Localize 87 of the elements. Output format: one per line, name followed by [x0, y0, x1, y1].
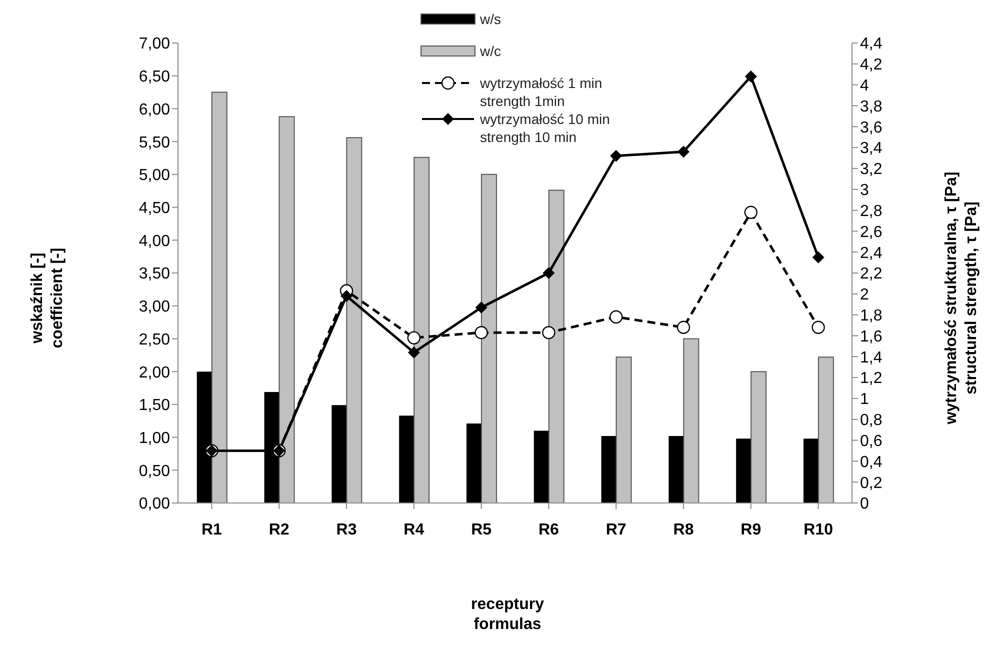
y-tick-label: 3,50	[138, 266, 170, 283]
point	[812, 251, 824, 264]
x-tick-label: R8	[673, 521, 694, 538]
y-tick-label: 1,00	[138, 430, 170, 447]
y2-tick-label: 3	[860, 182, 869, 200]
y2-tick-label: 0	[860, 496, 869, 513]
point	[676, 320, 690, 334]
y-tick-label: 2,00	[138, 364, 170, 382]
y-tick-label: 5,00	[138, 167, 170, 184]
x-tick-label: R9	[740, 521, 762, 538]
bar	[548, 190, 564, 503]
y2-tick-label: 1	[860, 391, 869, 408]
bar	[414, 156, 430, 503]
point	[744, 70, 757, 82]
point	[610, 310, 623, 324]
y2-tick-label: 2	[860, 286, 869, 304]
y-tick-label: 4,50	[138, 200, 170, 217]
point	[542, 267, 555, 279]
point	[812, 320, 825, 334]
point	[744, 206, 758, 219]
y2-tick-label: 1,4	[860, 349, 882, 366]
y2-tick-label: 1,8	[860, 308, 882, 324]
bar	[803, 438, 818, 503]
bar	[466, 423, 482, 503]
bar	[534, 430, 549, 503]
x-tick-label: R3	[336, 521, 357, 538]
y-tick-label: 5,50	[138, 134, 170, 152]
y2-tick-label: 2,4	[860, 244, 882, 262]
bar	[668, 436, 684, 503]
y2-tick-label: 0,8	[860, 412, 882, 430]
x-tick-label: R5	[471, 521, 492, 538]
bar	[346, 137, 362, 503]
bar	[683, 338, 700, 503]
point	[678, 146, 690, 158]
y2-tick-label: 1,6	[860, 328, 882, 346]
point	[340, 290, 352, 302]
bar	[736, 438, 752, 503]
legend-label: w/s	[480, 10, 501, 28]
x-tick-label: R2	[268, 521, 290, 538]
bar	[818, 356, 834, 503]
bar	[601, 436, 616, 503]
bar	[616, 356, 632, 503]
y2-tick-label: 4,2	[860, 56, 882, 74]
y-tick-label: 0,00	[138, 496, 170, 513]
bar	[278, 116, 295, 503]
legend-label: wytrzymałość 10 min strength 10 min	[480, 110, 610, 146]
y2-tick-label: 3,8	[860, 98, 882, 116]
legend-label: w/c	[480, 42, 501, 60]
point	[610, 150, 622, 162]
point	[475, 302, 488, 314]
y2-tick-label: 2,8	[860, 202, 882, 220]
x-tick-label: R1	[201, 521, 222, 538]
y-tick-label: 7,00	[138, 36, 170, 53]
y-axis-title: wskaźnik [-] coefficient [-]	[28, 248, 67, 348]
y-tick-label: 2,50	[138, 331, 170, 348]
point	[542, 326, 556, 340]
bar	[211, 92, 228, 503]
y2-tick-label: 2,6	[860, 224, 882, 241]
y-tick-label: 1,50	[138, 397, 170, 414]
y-tick-label: 6,50	[138, 68, 170, 86]
y-tick-label: 6,00	[138, 101, 170, 118]
bar	[399, 416, 414, 503]
point	[408, 346, 420, 358]
y2-tick-label: 2,2	[860, 266, 882, 283]
y2-tick-label: 3,2	[860, 161, 882, 178]
y2-tick-label: 4	[860, 78, 869, 94]
x-tick-label: R6	[538, 521, 560, 538]
y2-tick-label: 3,4	[860, 140, 882, 158]
y-tick-label: 4,00	[138, 232, 170, 250]
x-tick-label: R7	[606, 521, 626, 538]
bar	[480, 174, 497, 503]
y2-axis-title: wytrzymałość strukturalna, τ [Pa] structural strength, τ [Pa]	[942, 172, 981, 424]
point	[407, 331, 420, 344]
bar	[750, 371, 767, 503]
y-tick-label: 3,00	[138, 298, 170, 316]
y2-tick-label: 4,4	[860, 36, 882, 53]
x-tick-label: R10	[804, 521, 834, 538]
y2-tick-label: 0,6	[860, 432, 882, 450]
y2-tick-label: 0,2	[860, 474, 882, 492]
x-tick-label: R4	[404, 521, 424, 538]
y2-tick-label: 3,6	[860, 119, 882, 136]
x-axis-title: receptury formulas	[471, 595, 544, 635]
y2-tick-label: 1,2	[860, 370, 882, 388]
bar	[332, 405, 347, 503]
y2-tick-label: 0,4	[860, 454, 882, 471]
y-tick-label: 0,50	[138, 462, 170, 480]
point	[474, 326, 488, 340]
